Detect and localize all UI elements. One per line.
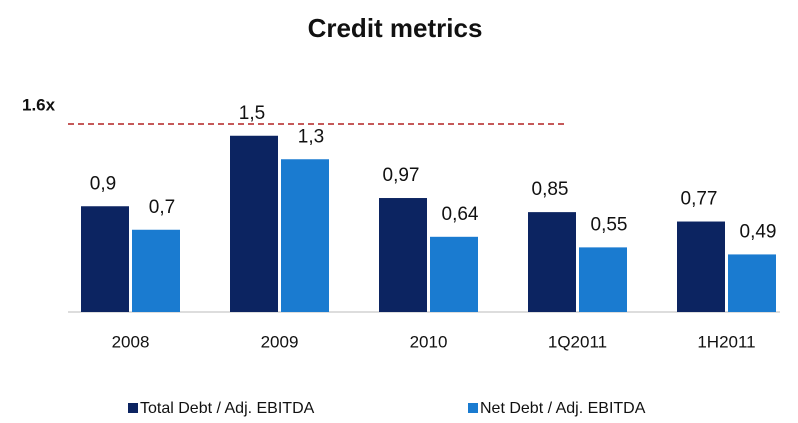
data-label: 0,7 bbox=[149, 197, 175, 218]
chart-title: Credit metrics bbox=[308, 13, 483, 43]
bar bbox=[677, 221, 725, 312]
x-tick-label: 1Q2011 bbox=[548, 332, 607, 351]
data-label: 0,55 bbox=[591, 214, 628, 235]
data-label: 0,97 bbox=[383, 165, 420, 186]
x-tick-label: 2010 bbox=[410, 332, 448, 351]
data-label: 1,5 bbox=[239, 103, 265, 124]
bar bbox=[281, 159, 329, 312]
data-label: 1,3 bbox=[298, 126, 324, 147]
data-label: 0,49 bbox=[740, 221, 777, 242]
reference-label: 1.6x bbox=[22, 95, 56, 114]
legend-label: Net Debt / Adj. EBITDA bbox=[480, 400, 646, 417]
data-label: 0,77 bbox=[681, 189, 718, 210]
bar bbox=[728, 254, 776, 312]
bar bbox=[81, 206, 129, 312]
x-tick-label: 1H2011 bbox=[697, 332, 755, 351]
data-label: 0,85 bbox=[532, 179, 569, 200]
bar bbox=[528, 212, 576, 312]
legend-label: Total Debt / Adj. EBITDA bbox=[140, 400, 315, 417]
x-tick-label: 2008 bbox=[112, 332, 150, 351]
data-label: 0,64 bbox=[442, 204, 479, 225]
bar bbox=[579, 247, 627, 312]
x-tick-label: 2009 bbox=[261, 332, 299, 351]
bar bbox=[230, 135, 278, 312]
bar bbox=[430, 236, 478, 312]
legend-swatch bbox=[128, 403, 138, 413]
bar bbox=[132, 229, 180, 312]
bar bbox=[379, 198, 427, 312]
legend-swatch bbox=[468, 403, 478, 413]
data-label: 0,9 bbox=[90, 173, 116, 194]
